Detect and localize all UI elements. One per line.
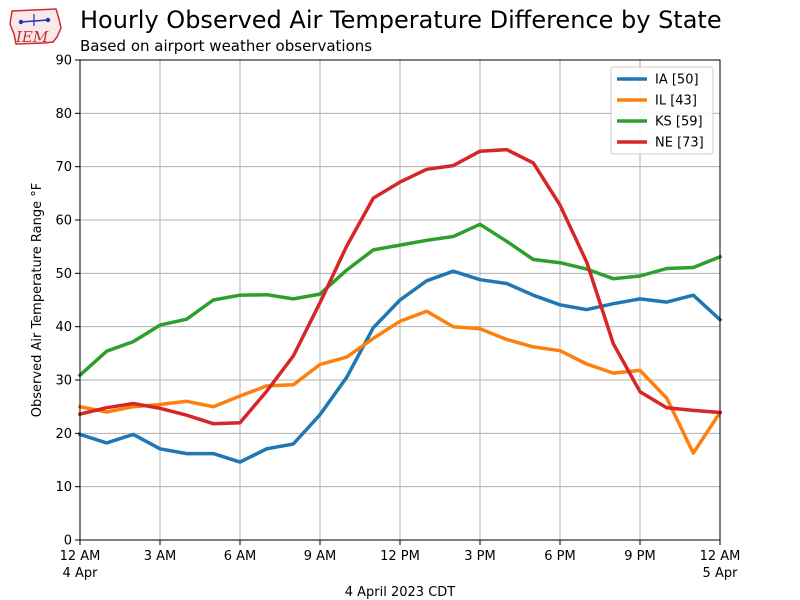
x-tick-label: 3 PM (464, 549, 495, 564)
iem-logo: IEM (6, 4, 62, 50)
svg-text:IEM: IEM (15, 28, 49, 46)
x-tick-date-label: 5 Apr (703, 566, 739, 581)
x-tick-label: 6 PM (544, 549, 575, 564)
y-tick-label: 50 (55, 267, 72, 282)
x-tick-label: 12 PM (380, 549, 420, 564)
y-tick-label: 90 (55, 54, 72, 69)
chart-title: Hourly Observed Air Temperature Differen… (80, 6, 722, 34)
x-tick-label: 9 PM (624, 549, 655, 564)
series-line-ks (77, 222, 723, 378)
x-tick-label: 12 AM (700, 549, 741, 564)
y-tick-label: 70 (55, 160, 72, 175)
x-tick-label: 3 AM (144, 549, 177, 564)
legend-label-ia: IA [50] (655, 73, 699, 88)
x-tick-label: 12 AM (60, 549, 101, 564)
series-lines (77, 147, 723, 464)
y-tick-label: 0 (64, 534, 72, 549)
x-tick-date-label: 4 Apr (63, 566, 99, 581)
y-axis-ticks: 0 10 20 30 40 50 60 70 80 90 (55, 54, 80, 549)
y-tick-label: 80 (55, 107, 72, 122)
series-line-il (77, 309, 723, 455)
series-line-ia (77, 269, 723, 464)
legend-label-il: IL [43] (655, 94, 697, 109)
y-tick-label: 10 (55, 480, 72, 495)
x-axis-ticks: 12 AM 4 Apr 3 AM 6 AM 9 AM 12 PM 3 PM 6 PM 9 PM 1… (60, 540, 741, 581)
legend: IA [50] IL [43] KS [59] NE [73] (610, 66, 714, 155)
y-tick-label: 20 (55, 427, 72, 442)
y-tick-label: 60 (55, 214, 72, 229)
y-tick-label: 30 (55, 374, 72, 389)
chart-subtitle: Based on airport weather observations (80, 37, 373, 55)
legend-label-ne: NE [73] (655, 136, 704, 151)
y-tick-label: 40 (55, 320, 72, 335)
x-tick-label: 9 AM (304, 549, 337, 564)
x-axis-label: 4 April 2023 CDT (345, 585, 456, 600)
series-line-ne (77, 147, 722, 426)
y-axis-label: Observed Air Temperature Range °F (30, 183, 45, 417)
legend-label-ks: KS [59] (655, 115, 703, 130)
legend-box (610, 66, 714, 155)
x-tick-label: 6 AM (224, 549, 257, 564)
